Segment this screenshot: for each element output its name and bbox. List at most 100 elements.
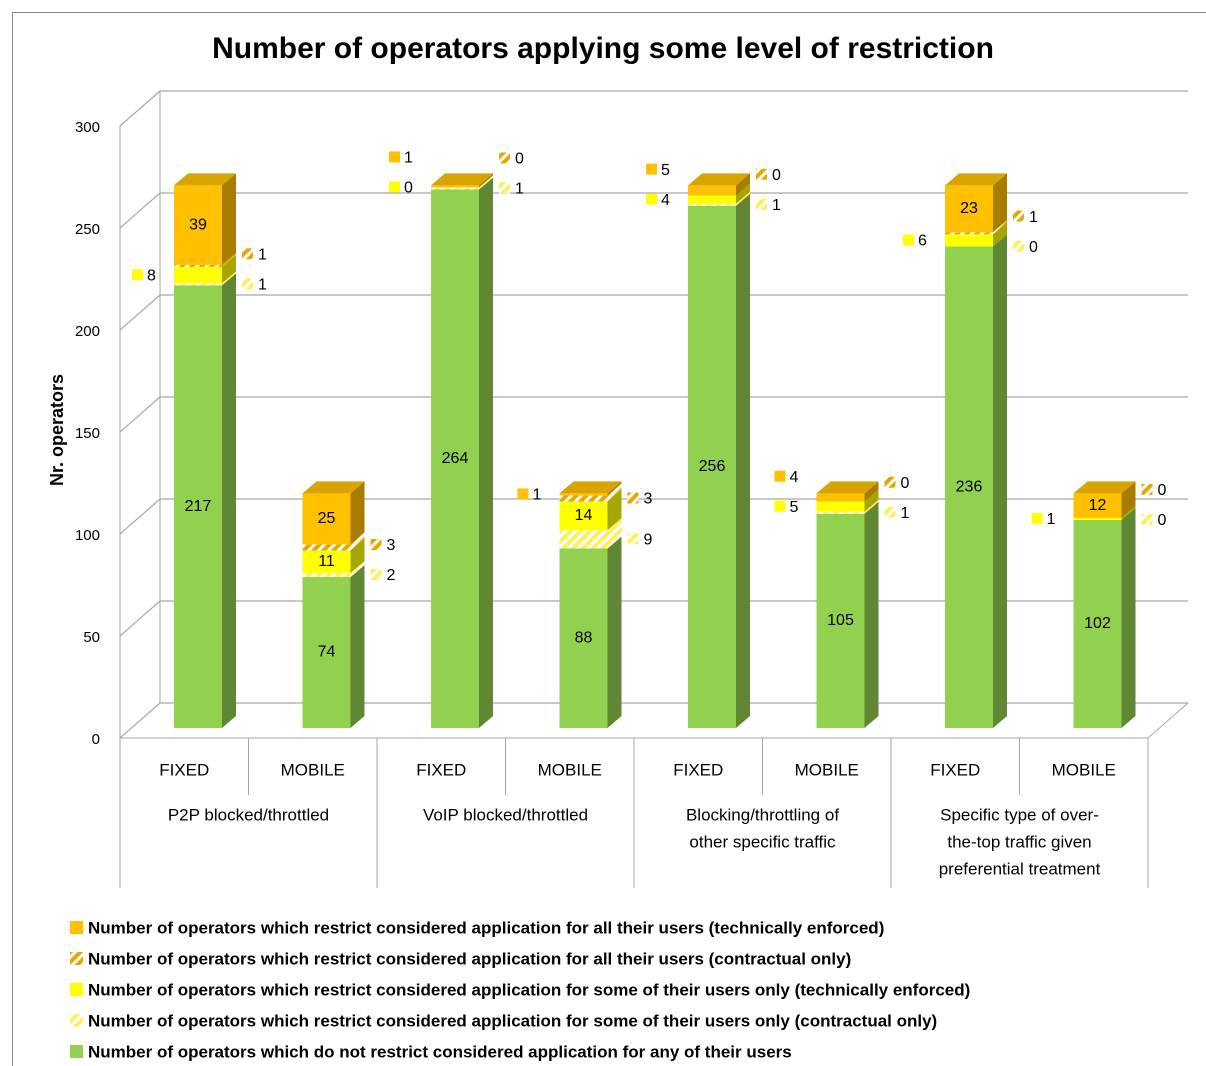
legend-marker: [70, 1045, 83, 1058]
bar-segment: [1073, 519, 1122, 728]
label-marker: [646, 163, 657, 175]
data-label: 0: [901, 475, 910, 492]
data-label: 256: [699, 458, 726, 475]
bar-segment: [688, 185, 736, 196]
bar-side: [350, 538, 365, 573]
bar-segment: [559, 530, 608, 549]
y-tick-label: 150: [75, 425, 100, 442]
legend-marker: [70, 1014, 83, 1027]
data-label: 8: [147, 267, 156, 284]
data-label: 105: [827, 612, 854, 629]
bar-segment: [816, 493, 865, 502]
group-label: Blocking/throttling of: [686, 805, 839, 824]
grid-line: [119, 90, 1188, 127]
data-label: 9: [644, 532, 653, 549]
label-marker: [1031, 512, 1043, 524]
bar-segment: [302, 572, 351, 578]
data-label: 4: [790, 469, 799, 486]
bar-side: [864, 489, 879, 512]
bar-segment: [1073, 517, 1122, 520]
label-marker: [1013, 210, 1024, 222]
bar-segment: [559, 548, 608, 728]
bar-side: [222, 254, 236, 284]
bar-segment: [174, 264, 222, 267]
bar-side: [736, 183, 750, 204]
y-tick-label: 250: [75, 221, 100, 238]
data-label: 14: [575, 507, 593, 524]
bar-side: [222, 252, 236, 267]
x-tick-label: FIXED: [930, 760, 980, 779]
data-label: 88: [575, 629, 593, 646]
label-marker: [646, 193, 657, 205]
x-tick-label: FIXED: [673, 760, 723, 779]
data-label: 25: [318, 510, 336, 527]
bar-side: [993, 173, 1007, 233]
label-marker: [884, 506, 896, 518]
bar-side: [993, 222, 1007, 247]
grid-line: [119, 396, 1188, 433]
x-tick-label: MOBILE: [1052, 760, 1116, 779]
data-label: 236: [956, 478, 983, 495]
bar-side: [350, 565, 365, 728]
x-tick-label: FIXED: [159, 760, 209, 779]
bar-segment: [559, 495, 608, 502]
bar-segment: [559, 501, 608, 531]
grid-line: [119, 498, 1188, 535]
label-marker: [884, 476, 896, 488]
bar-top: [431, 173, 493, 186]
label-marker: [132, 269, 143, 281]
x-tick-label: MOBILE: [795, 760, 859, 779]
data-label: 1: [515, 181, 524, 198]
data-label: 217: [185, 498, 212, 515]
bar-top: [816, 481, 879, 494]
chart-title: Number of operators applying some level …: [212, 32, 994, 65]
bar-segment: [945, 232, 993, 235]
group-label: the-top traffic given: [947, 832, 1091, 851]
bar-top: [1073, 481, 1136, 494]
bar-side: [864, 499, 879, 514]
data-label: 1: [1029, 209, 1038, 226]
bar-segment: [816, 501, 865, 512]
data-label: 0: [1029, 239, 1038, 256]
bar-segment: [945, 185, 993, 233]
bar-segment: [559, 493, 608, 496]
bar-segment: [431, 187, 479, 190]
x-tick-label: FIXED: [416, 760, 466, 779]
bar-side: [1121, 481, 1136, 518]
y-tick-label: 50: [83, 629, 100, 646]
data-label: 0: [404, 180, 413, 197]
bar-top: [174, 173, 236, 186]
bar-segment: [431, 189, 479, 728]
data-label: 1: [404, 150, 413, 167]
label-marker: [242, 248, 253, 260]
group-label: preferential treatment: [939, 859, 1101, 878]
data-label: 1: [258, 247, 267, 264]
bar-side: [222, 271, 236, 286]
label-marker: [756, 168, 767, 180]
grid-line: [119, 600, 1188, 637]
y-tick-label: 100: [75, 527, 100, 544]
label-marker: [1141, 513, 1153, 525]
bar-segment: [302, 550, 351, 573]
group-label: other specific traffic: [689, 832, 836, 851]
data-label: 102: [1084, 615, 1111, 632]
data-label: 1: [533, 487, 542, 504]
bar-side: [736, 193, 750, 728]
legend-label: Number of operators which restrict consi…: [88, 1011, 937, 1030]
bar-side: [1121, 505, 1136, 520]
group-label: VoIP blocked/throttled: [423, 805, 588, 824]
data-label: 12: [1089, 497, 1107, 514]
chart-border: [12, 12, 1206, 1066]
y-tick-label: 200: [75, 323, 100, 340]
legend-label: Number of operators which restrict consi…: [88, 980, 970, 999]
data-label: 1: [901, 505, 910, 522]
bar-side: [607, 481, 622, 496]
data-label: 0: [1158, 482, 1167, 499]
label-marker: [370, 539, 382, 550]
data-label: 3: [387, 537, 396, 554]
bar-segment: [945, 246, 993, 728]
data-label: 0: [515, 151, 524, 168]
x-tick-label: MOBILE: [281, 760, 345, 779]
bar-side: [993, 234, 1007, 728]
